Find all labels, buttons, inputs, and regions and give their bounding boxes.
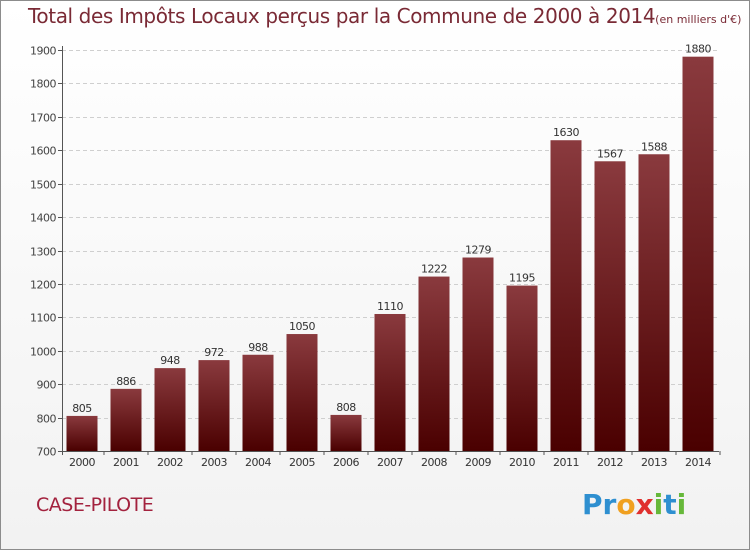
bar bbox=[462, 257, 494, 451]
data-label: 948 bbox=[160, 354, 180, 367]
data-label: 886 bbox=[116, 375, 136, 388]
data-label: 805 bbox=[72, 402, 92, 415]
bar bbox=[638, 154, 670, 451]
label-layer: 805 2000 886 2001 948 2002 972 2003 988 2004 1050 2… bbox=[69, 43, 712, 469]
bar-layer bbox=[66, 56, 714, 451]
x-tick-label: 2000 bbox=[69, 456, 95, 469]
y-tick-label: 1100 bbox=[30, 312, 56, 325]
chart-title: Total des Impôts Locaux perçus par la Co… bbox=[28, 4, 656, 28]
y-tick-label: 1200 bbox=[30, 279, 56, 292]
logo-letter: o bbox=[616, 488, 636, 521]
y-tick-label: 1900 bbox=[30, 45, 56, 58]
logo-letter: P bbox=[582, 488, 603, 521]
y-tick-label: 700 bbox=[37, 446, 57, 459]
y-tick-label: 1000 bbox=[30, 346, 56, 359]
chart-unit: (en milliers d'€) bbox=[655, 13, 742, 26]
chart-title-block: Total des Impôts Locaux perçus par la Co… bbox=[28, 4, 741, 28]
axis-layer: 700 800 900 1000 1100 1200 1300 1400 1500 1600 170… bbox=[30, 45, 721, 459]
bar bbox=[66, 415, 98, 451]
x-tick-label: 2011 bbox=[553, 456, 579, 469]
bar bbox=[550, 140, 582, 451]
data-label: 1279 bbox=[465, 244, 491, 257]
data-label: 1567 bbox=[597, 147, 623, 160]
data-label: 1630 bbox=[553, 126, 579, 139]
bar bbox=[506, 285, 538, 451]
data-label: 1110 bbox=[377, 300, 403, 313]
data-label: 808 bbox=[336, 401, 356, 414]
data-label: 1588 bbox=[641, 140, 667, 153]
bar bbox=[198, 360, 230, 451]
logo-letter: i bbox=[653, 488, 664, 521]
x-tick-label: 2012 bbox=[597, 456, 623, 469]
bar bbox=[594, 161, 626, 451]
y-tick-label: 1300 bbox=[30, 246, 56, 259]
x-tick-label: 2002 bbox=[157, 456, 183, 469]
bar bbox=[286, 334, 318, 451]
bar bbox=[154, 368, 186, 451]
y-tick-label: 1700 bbox=[30, 112, 56, 125]
data-label: 1050 bbox=[289, 320, 315, 333]
data-label: 972 bbox=[204, 346, 224, 359]
x-tick-label: 2006 bbox=[333, 456, 359, 469]
x-tick-label: 2010 bbox=[509, 456, 535, 469]
y-tick-label: 1400 bbox=[30, 212, 56, 225]
x-tick-label: 2004 bbox=[245, 456, 271, 469]
commune-name: CASE-PILOTE bbox=[36, 494, 154, 516]
x-tick-label: 2014 bbox=[685, 456, 711, 469]
x-tick-label: 2009 bbox=[465, 456, 491, 469]
x-tick-label: 2005 bbox=[289, 456, 315, 469]
data-label: 1222 bbox=[421, 263, 447, 276]
bar bbox=[242, 354, 274, 451]
logo-letter: i bbox=[676, 488, 687, 521]
logo-letter: r bbox=[602, 488, 617, 521]
x-tick-label: 2007 bbox=[377, 456, 403, 469]
bar bbox=[330, 414, 362, 451]
x-tick-label: 2013 bbox=[641, 456, 667, 469]
y-tick-label: 900 bbox=[37, 379, 57, 392]
bar bbox=[682, 56, 714, 451]
logo-letter: x bbox=[635, 488, 654, 521]
proxiti-logo: Proxiti bbox=[582, 488, 686, 521]
data-label: 1195 bbox=[509, 272, 535, 285]
x-tick-label: 2001 bbox=[113, 456, 139, 469]
y-tick-label: 800 bbox=[37, 413, 57, 426]
bar bbox=[110, 388, 142, 451]
logo-letter: t bbox=[663, 488, 677, 521]
y-tick-label: 1500 bbox=[30, 179, 56, 192]
y-tick-label: 1800 bbox=[30, 78, 56, 91]
x-tick-label: 2008 bbox=[421, 456, 447, 469]
y-tick-label: 1600 bbox=[30, 145, 56, 158]
x-tick-label: 2003 bbox=[201, 456, 227, 469]
data-label: 988 bbox=[248, 341, 268, 354]
bar bbox=[418, 276, 450, 451]
data-label: 1880 bbox=[685, 43, 711, 56]
bar bbox=[374, 313, 406, 451]
